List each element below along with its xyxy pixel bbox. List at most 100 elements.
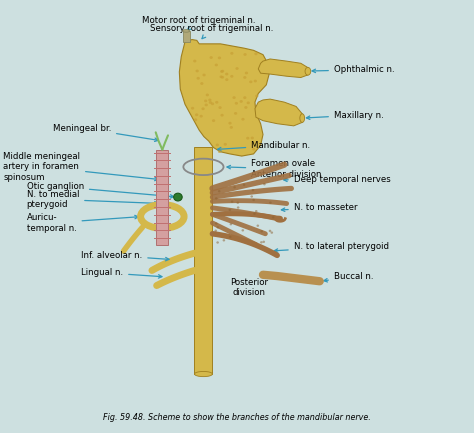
Ellipse shape <box>204 100 207 102</box>
Ellipse shape <box>235 102 238 105</box>
Ellipse shape <box>228 209 231 211</box>
Text: N. to medial
pterygoid: N. to medial pterygoid <box>27 190 158 209</box>
Ellipse shape <box>200 82 203 85</box>
Polygon shape <box>194 148 212 374</box>
Ellipse shape <box>208 99 211 101</box>
Ellipse shape <box>210 56 213 59</box>
Text: N. to lateral pterygoid: N. to lateral pterygoid <box>274 242 389 252</box>
Ellipse shape <box>230 52 234 55</box>
Ellipse shape <box>255 94 258 97</box>
Ellipse shape <box>228 122 232 125</box>
Ellipse shape <box>219 106 222 109</box>
Ellipse shape <box>200 115 203 118</box>
Ellipse shape <box>272 216 274 219</box>
Ellipse shape <box>225 78 228 81</box>
Ellipse shape <box>230 126 233 129</box>
Ellipse shape <box>260 230 263 233</box>
Ellipse shape <box>243 96 246 99</box>
Text: Deep temporal nerves: Deep temporal nerves <box>284 175 391 184</box>
Ellipse shape <box>215 222 218 225</box>
Ellipse shape <box>201 107 205 110</box>
Ellipse shape <box>244 106 247 109</box>
Ellipse shape <box>218 190 220 192</box>
Polygon shape <box>182 31 190 42</box>
Ellipse shape <box>182 29 190 32</box>
Text: Foramen ovale
Anterior division: Foramen ovale Anterior division <box>227 159 322 179</box>
Ellipse shape <box>194 372 212 377</box>
Ellipse shape <box>206 94 209 97</box>
Ellipse shape <box>218 150 221 153</box>
Ellipse shape <box>209 101 212 104</box>
Ellipse shape <box>234 112 237 115</box>
Ellipse shape <box>251 136 254 139</box>
Ellipse shape <box>211 102 214 105</box>
Text: N. to masseter: N. to masseter <box>282 204 357 212</box>
Ellipse shape <box>300 114 305 123</box>
Ellipse shape <box>263 241 265 243</box>
Ellipse shape <box>215 197 218 200</box>
Ellipse shape <box>243 76 246 79</box>
Text: Buccal n.: Buccal n. <box>324 272 374 282</box>
Ellipse shape <box>221 70 224 73</box>
Ellipse shape <box>252 189 254 191</box>
Text: Fig. 59.48. Scheme to show the branches of the mandibular nerve.: Fig. 59.48. Scheme to show the branches … <box>103 413 371 422</box>
Ellipse shape <box>271 231 273 234</box>
Text: Ophthalmic n.: Ophthalmic n. <box>312 65 394 74</box>
Ellipse shape <box>246 137 249 139</box>
Ellipse shape <box>194 118 197 121</box>
Ellipse shape <box>250 195 253 198</box>
Ellipse shape <box>241 118 245 121</box>
Ellipse shape <box>205 103 208 107</box>
Ellipse shape <box>229 236 231 238</box>
Text: Maxillary n.: Maxillary n. <box>306 110 383 120</box>
Polygon shape <box>179 39 269 156</box>
Ellipse shape <box>254 52 257 55</box>
Ellipse shape <box>255 210 257 213</box>
Polygon shape <box>156 149 168 245</box>
Text: Lingual n.: Lingual n. <box>81 268 162 278</box>
Polygon shape <box>258 59 308 78</box>
Text: Middle meningeal
artery in foramen
spinosum: Middle meningeal artery in foramen spino… <box>3 152 158 182</box>
Ellipse shape <box>249 81 253 83</box>
Ellipse shape <box>191 107 194 110</box>
Ellipse shape <box>245 71 248 74</box>
Ellipse shape <box>236 67 239 70</box>
Ellipse shape <box>217 226 219 229</box>
Text: Inf. alveolar n.: Inf. alveolar n. <box>81 251 169 261</box>
Ellipse shape <box>241 229 244 232</box>
Ellipse shape <box>260 241 263 243</box>
Ellipse shape <box>212 119 215 122</box>
Ellipse shape <box>202 74 206 76</box>
Ellipse shape <box>305 68 311 75</box>
Ellipse shape <box>252 148 255 151</box>
Ellipse shape <box>252 199 255 201</box>
Ellipse shape <box>253 213 256 215</box>
Ellipse shape <box>216 241 219 244</box>
Ellipse shape <box>269 201 272 204</box>
Ellipse shape <box>195 70 199 72</box>
Ellipse shape <box>215 64 218 66</box>
Ellipse shape <box>173 193 182 201</box>
Ellipse shape <box>197 77 200 80</box>
Ellipse shape <box>239 100 243 103</box>
Ellipse shape <box>218 56 221 59</box>
Ellipse shape <box>220 114 224 116</box>
Ellipse shape <box>263 183 266 185</box>
Ellipse shape <box>225 73 228 75</box>
Text: Sensory root of trigeminal n.: Sensory root of trigeminal n. <box>150 24 273 39</box>
Ellipse shape <box>195 113 198 116</box>
Ellipse shape <box>237 201 239 204</box>
Text: Posterior
division: Posterior division <box>230 278 268 297</box>
Ellipse shape <box>223 239 225 242</box>
Ellipse shape <box>215 101 219 104</box>
Ellipse shape <box>237 207 239 209</box>
Ellipse shape <box>256 225 259 227</box>
Ellipse shape <box>224 143 227 145</box>
Ellipse shape <box>232 96 236 99</box>
Text: Motor root of trigeminal n.: Motor root of trigeminal n. <box>143 16 256 30</box>
Polygon shape <box>255 99 302 126</box>
Ellipse shape <box>254 80 257 82</box>
Ellipse shape <box>231 200 233 203</box>
Text: Auricu-
temporal n.: Auricu- temporal n. <box>27 213 138 233</box>
Ellipse shape <box>219 75 223 78</box>
